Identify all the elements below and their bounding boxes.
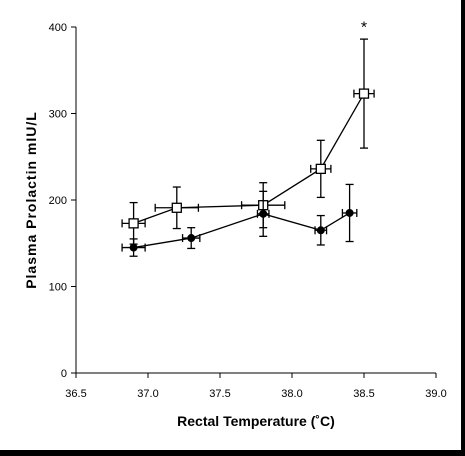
y-tick-label: 300 <box>49 109 67 121</box>
x-tick-label: 38.0 <box>281 388 302 400</box>
data-point-square <box>315 163 326 175</box>
series-1 <box>121 38 375 245</box>
ticks: 36.5 37.0 37.5 38.0 38.5 39.0 0 100 200 300 400 <box>49 22 447 400</box>
axes <box>75 27 436 374</box>
series-2 <box>121 183 358 257</box>
data-point-square <box>358 88 370 99</box>
x-tick-label: 36.5 <box>65 388 86 400</box>
data-point-circle <box>316 226 325 235</box>
data-point-circle <box>345 208 354 217</box>
x-tick-label: 39.0 <box>425 388 446 400</box>
series-line <box>133 93 365 224</box>
data-point-circle <box>129 243 138 252</box>
data-point-square <box>128 218 139 229</box>
y-tick-label: 100 <box>49 282 67 294</box>
y-axis-title: Plasma Prolactin mIU/L <box>23 111 39 289</box>
x-tick-label: 37.5 <box>209 388 230 400</box>
x-tick-label: 38.5 <box>353 388 374 400</box>
data-point-circle <box>187 234 196 243</box>
y-tick-label: 400 <box>49 22 67 34</box>
x-tick-label: 37.0 <box>137 388 158 400</box>
x-axis-title: Rectal Temperature (˚C) <box>177 413 335 429</box>
data-marks: * <box>121 19 375 257</box>
significance-asterisk: * <box>361 19 367 36</box>
data-point-square <box>171 202 182 213</box>
data-point-circle <box>259 209 268 218</box>
y-tick-label: 200 <box>49 195 67 207</box>
y-tick-label: 0 <box>61 368 67 380</box>
